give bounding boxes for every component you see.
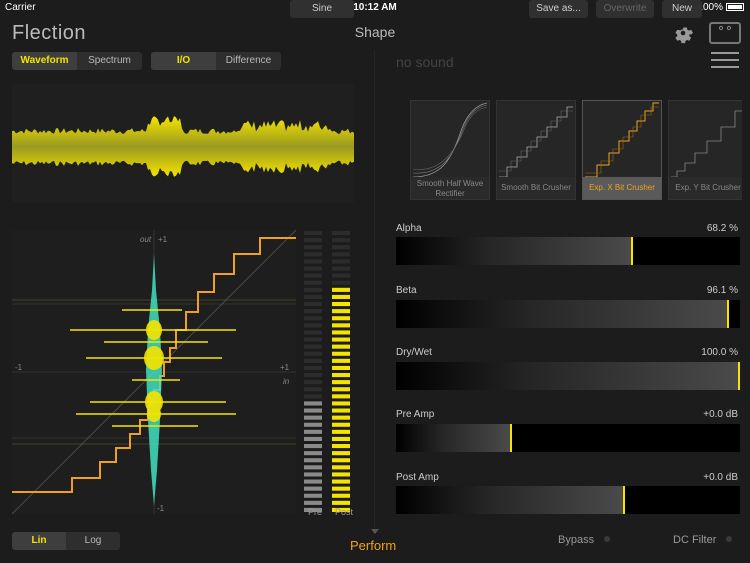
dc-filter-label: DC Filter xyxy=(673,534,717,546)
tab-log[interactable]: Log xyxy=(84,535,102,546)
app-logo: Flection xyxy=(12,22,87,44)
panel-divider xyxy=(374,50,375,530)
preset-browser: Smooth Half Wave Rectifier Smooth Bit Cr… xyxy=(396,100,742,202)
overwrite-button[interactable]: Overwrite xyxy=(596,0,654,18)
gear-icon[interactable] xyxy=(672,22,694,44)
in-axis-label: in xyxy=(283,377,290,386)
preset-name: Exp. Y Bit Crusher xyxy=(669,177,742,199)
perform-caret-icon xyxy=(371,529,379,534)
pre-meter xyxy=(304,231,322,512)
battery-percent: 100% xyxy=(697,2,723,13)
preset-smooth-bit-crusher[interactable]: Smooth Bit Crusher xyxy=(496,100,576,200)
post-amp-value: +0.0 dB xyxy=(703,472,738,483)
level-meters xyxy=(300,230,356,514)
stairs-icon xyxy=(671,110,742,178)
pre-meter-label: Pre xyxy=(308,507,323,517)
out-plus-one-label: +1 xyxy=(158,235,168,244)
clock: 10:12 AM xyxy=(353,2,397,13)
out-axis-label: out xyxy=(140,235,152,244)
preset-name: Exp. X Bit Crusher xyxy=(583,177,661,199)
pre-amp-value: +0.0 dB xyxy=(703,409,738,420)
slider-thumb[interactable] xyxy=(631,237,633,265)
beta-slider[interactable] xyxy=(396,300,740,328)
slider-thumb[interactable] xyxy=(738,362,740,390)
sine-button[interactable]: Sine xyxy=(290,0,354,18)
alpha-slider[interactable] xyxy=(396,237,740,265)
sound-name: no sound xyxy=(396,54,454,70)
bypass-toggle[interactable]: Bypass xyxy=(558,534,611,546)
bypass-label: Bypass xyxy=(558,534,595,546)
page-title: Shape xyxy=(354,24,396,40)
dc-filter-indicator-icon xyxy=(726,536,733,542)
battery-icon xyxy=(726,3,744,11)
in-minus-one-label: -1 xyxy=(15,363,23,372)
preset-exp-y-bit-crusher[interactable]: Exp. Y Bit Crusher xyxy=(668,100,742,200)
carrier-label: Carrier xyxy=(5,2,36,13)
tab-io[interactable]: I/O xyxy=(151,52,216,70)
view-tabs: Waveform Spectrum xyxy=(12,52,142,70)
bypass-indicator-icon xyxy=(604,536,611,542)
tab-lin[interactable]: Lin xyxy=(12,532,66,550)
stairs-icon xyxy=(585,102,659,178)
post-meter-label: Post xyxy=(335,507,354,517)
perform-button[interactable]: Perform xyxy=(350,538,397,553)
tab-waveform[interactable]: Waveform xyxy=(12,52,77,70)
preset-exp-x-bit-crusher[interactable]: Exp. X Bit Crusher xyxy=(582,100,662,200)
dry-wet-value: 100.0 % xyxy=(701,347,738,358)
in-plus-one-label: +1 xyxy=(280,363,290,372)
stairs-icon xyxy=(499,106,573,178)
out-minus-one-label: -1 xyxy=(157,504,165,513)
camera-icon[interactable]: °° xyxy=(709,22,741,44)
slider-thumb[interactable] xyxy=(727,300,729,328)
smooth-curve-icon xyxy=(412,102,488,178)
pre-amp-slider[interactable] xyxy=(396,424,740,452)
dry-wet-slider[interactable] xyxy=(396,362,740,390)
io-transfer-plot: out +1 -1 +1 in -1 xyxy=(11,229,297,515)
post-amp-slider[interactable] xyxy=(396,486,740,514)
battery-indicator: 100% xyxy=(697,2,744,13)
new-button[interactable]: New xyxy=(662,0,702,18)
transfer-curve xyxy=(12,237,296,493)
mode-tabs: I/O Difference xyxy=(151,52,281,70)
beta-value: 96.1 % xyxy=(706,285,738,296)
pre-amp-label: Pre Amp xyxy=(396,409,435,420)
menu-icon[interactable] xyxy=(711,52,739,70)
save-as-button[interactable]: Save as... xyxy=(529,0,588,18)
dc-filter-toggle[interactable]: DC Filter xyxy=(673,534,733,546)
waveform-plot xyxy=(12,116,354,177)
preset-name: Smooth Half Wave Rectifier xyxy=(411,177,489,199)
preset-smooth-half-wave-rectifier[interactable]: Smooth Half Wave Rectifier xyxy=(410,100,490,200)
slider-thumb[interactable] xyxy=(510,424,512,452)
alpha-value: 68.2 % xyxy=(706,223,738,234)
beta-label: Beta xyxy=(396,285,417,296)
waveform-display xyxy=(12,84,354,202)
slider-thumb[interactable] xyxy=(623,486,625,514)
post-amp-label: Post Amp xyxy=(396,472,439,483)
tab-spectrum[interactable]: Spectrum xyxy=(88,55,131,66)
tab-difference[interactable]: Difference xyxy=(225,55,272,66)
post-meter xyxy=(332,231,350,512)
dry-wet-label: Dry/Wet xyxy=(396,347,432,358)
status-bar: Carrier 10:12 AM 100% xyxy=(0,0,750,16)
scale-tabs: Lin Log xyxy=(12,532,120,550)
preset-name: Smooth Bit Crusher xyxy=(497,177,575,199)
alpha-label: Alpha xyxy=(396,223,422,234)
